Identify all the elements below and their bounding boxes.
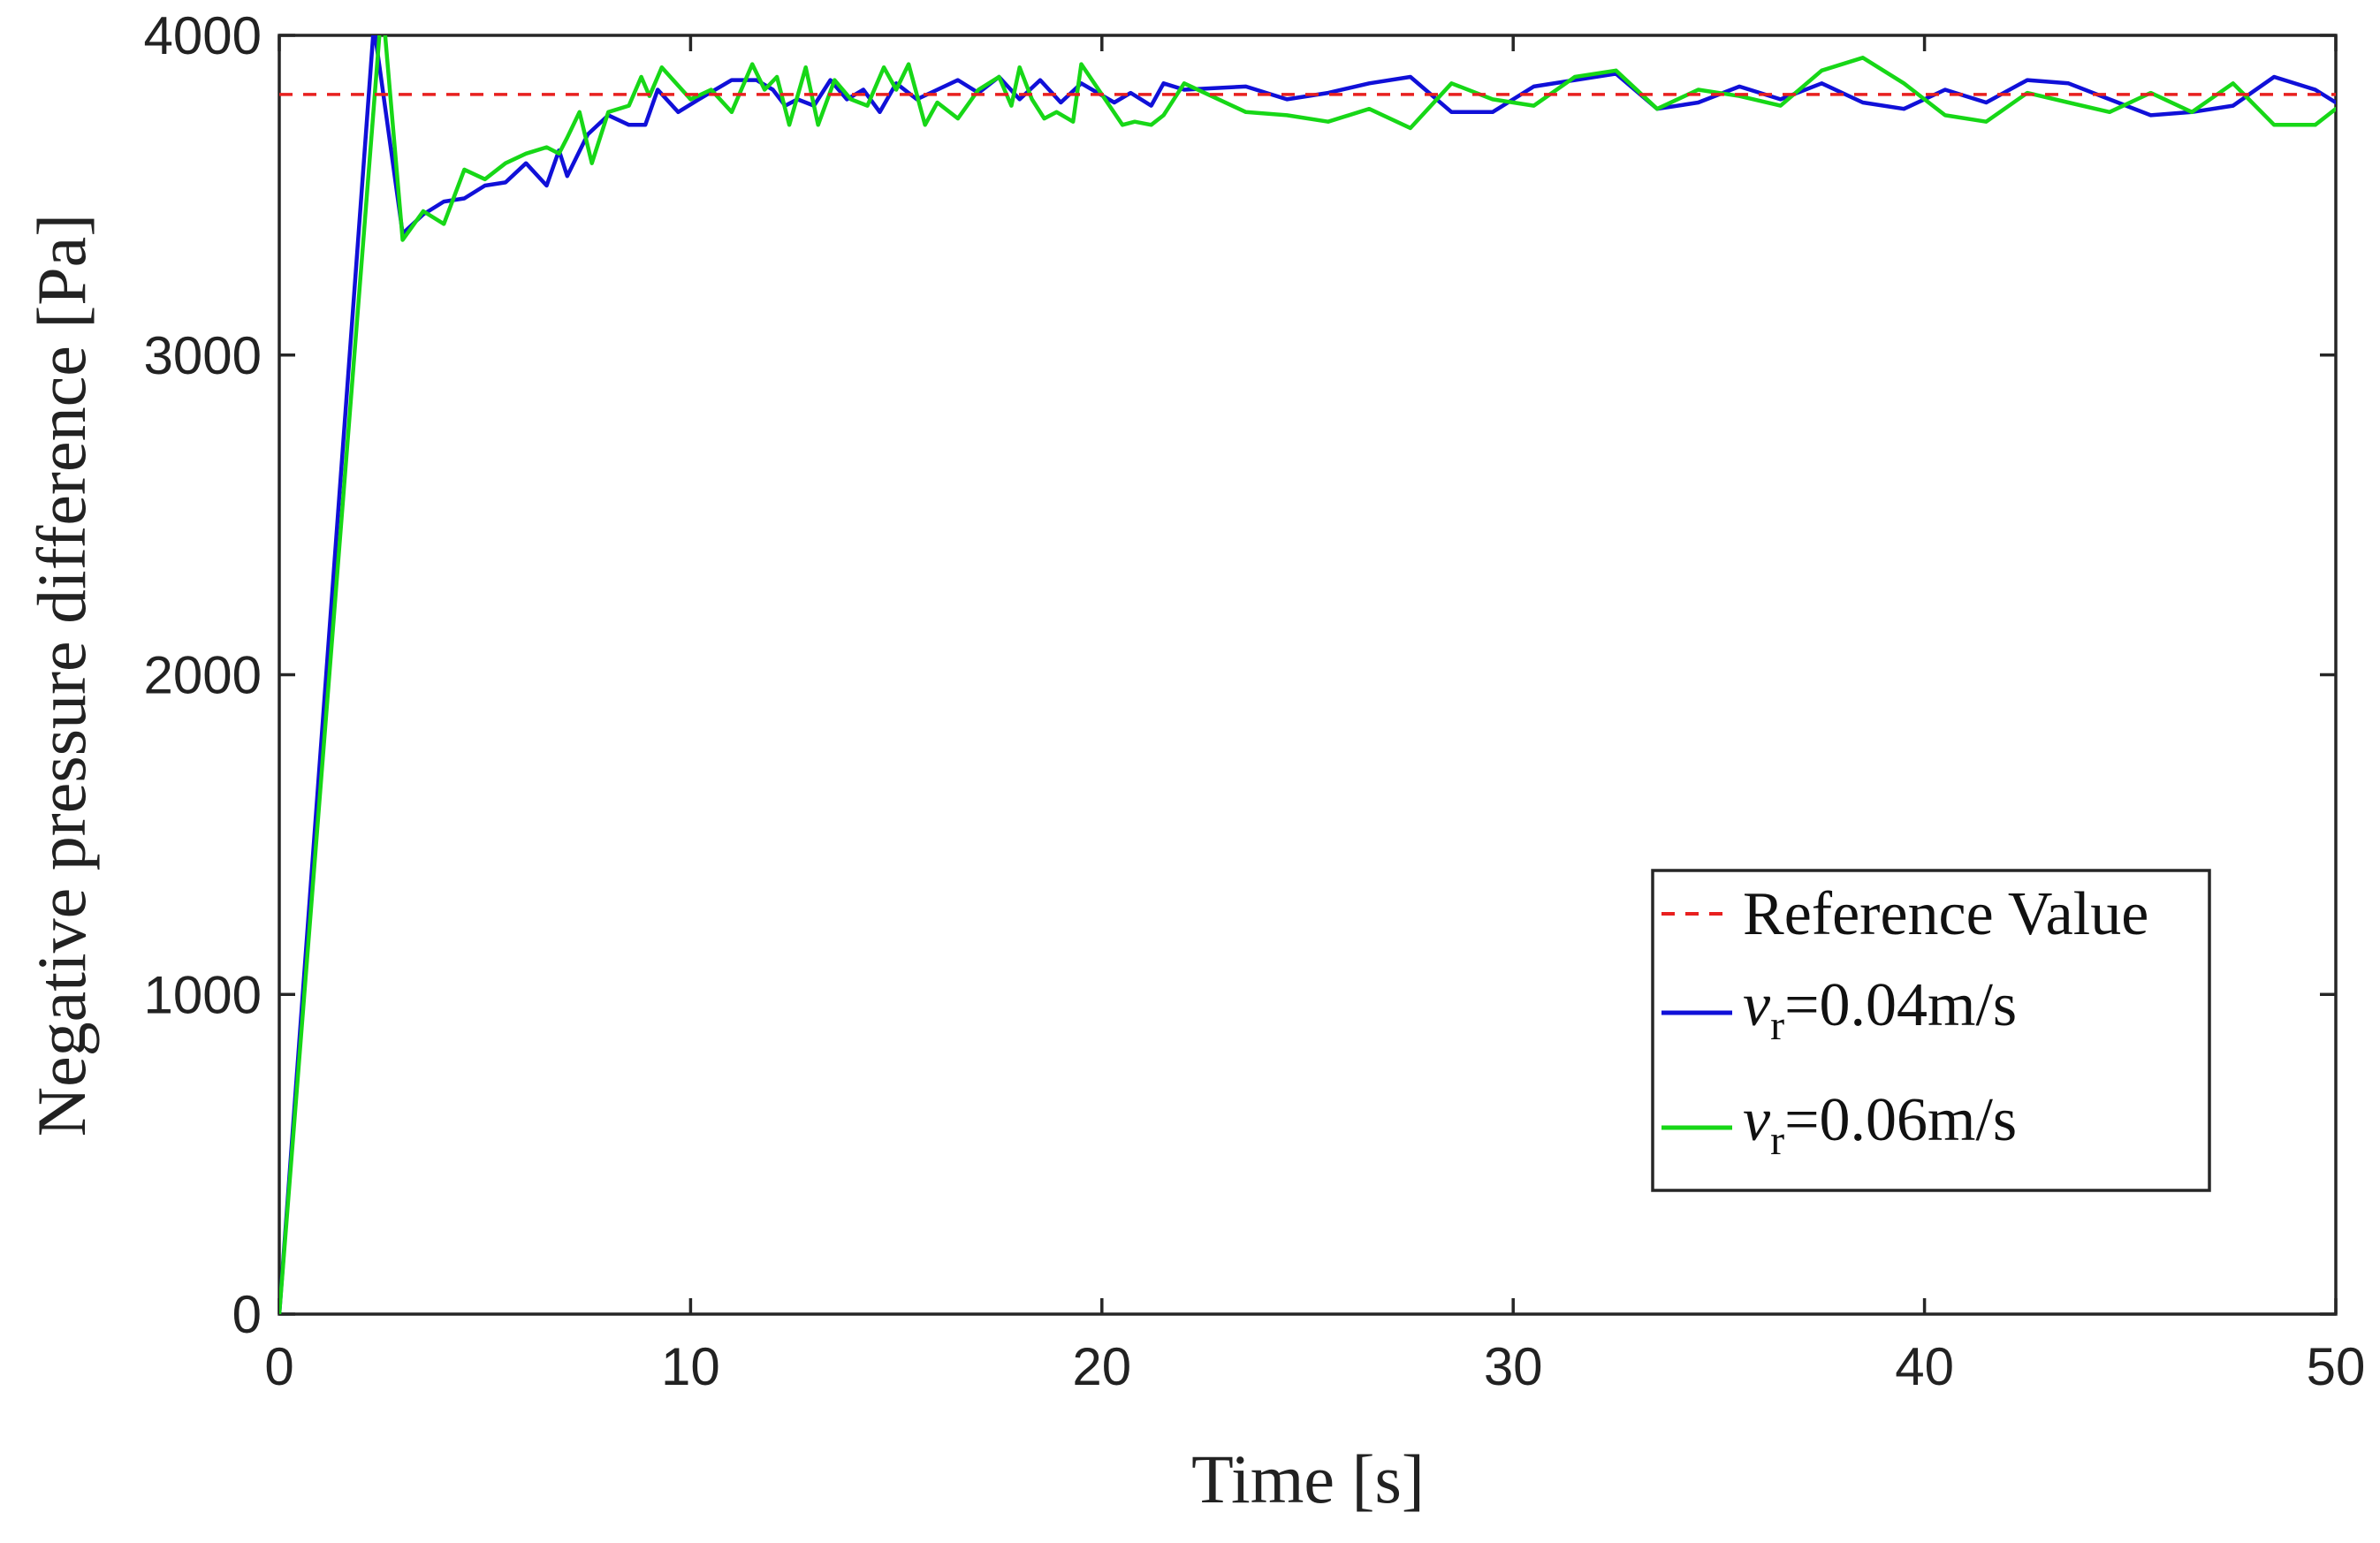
legend: Reference Value vr=0.04m/s vr=0.06m/s (1651, 869, 2211, 1192)
x-tick-label: 0 (264, 1337, 293, 1396)
series-layer (279, 35, 2336, 1314)
legend-series-2-var: v (1743, 1086, 1771, 1154)
y-tick-label: 4000 (144, 6, 262, 65)
x-tick-label: 50 (2307, 1337, 2366, 1396)
legend-series-2-rest: =0.06m/s (1784, 1086, 2017, 1154)
legend-series-1-var: v (1743, 971, 1771, 1039)
y-axis-label: Negative pressure difference [Pa] (23, 214, 100, 1137)
y-tick-label: 2000 (144, 646, 262, 705)
axis-tick-labels: 0 10 20 30 40 50 0 1000 2000 3000 4000 (144, 6, 2366, 1396)
series-line-2 (279, 35, 2336, 1314)
legend-series-2-label: vr=0.06m/s (1743, 1086, 2017, 1164)
y-tick-label: 3000 (144, 326, 262, 385)
legend-reference-label: Reference Value (1743, 880, 2148, 948)
y-tick-label: 0 (232, 1285, 262, 1344)
y-tick-label: 1000 (144, 965, 262, 1024)
x-axis-label: Time [s] (1191, 1440, 1425, 1517)
x-tick-label: 30 (1484, 1337, 1543, 1396)
legend-series-1-label: vr=0.04m/s (1743, 971, 2017, 1049)
legend-series-1-rest: =0.04m/s (1784, 971, 2017, 1039)
x-tick-label: 20 (1072, 1337, 1131, 1396)
axis-ticks (278, 34, 2338, 1316)
legend-series-2-sub: r (1770, 1117, 1784, 1164)
x-tick-label: 10 (661, 1337, 720, 1396)
legend-box (1651, 869, 2211, 1192)
legend-series-1-sub: r (1770, 1002, 1784, 1049)
x-tick-label: 40 (1895, 1337, 1954, 1396)
